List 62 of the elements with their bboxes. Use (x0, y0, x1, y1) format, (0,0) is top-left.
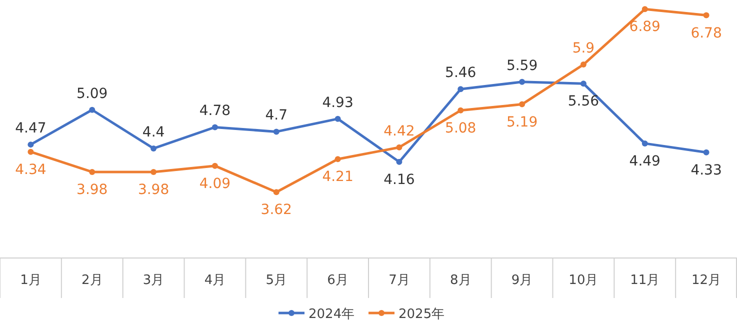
data-label: 4.4 (142, 124, 165, 140)
point (28, 148, 34, 155)
point (334, 116, 341, 122)
data-label: 5.9 (572, 40, 595, 57)
point (212, 162, 218, 169)
x-tick-label: 11月 (630, 273, 660, 288)
data-label: 5.19 (506, 114, 538, 130)
point (642, 140, 648, 146)
point (89, 168, 96, 175)
data-label: 5.46 (445, 65, 476, 82)
x-tick-label: 5月 (266, 273, 288, 288)
data-label: 4.49 (629, 153, 660, 170)
data-label: 6.89 (629, 19, 660, 36)
point (334, 156, 341, 162)
x-tick-label: 1月 (20, 273, 42, 288)
data-label: 5.56 (568, 94, 600, 110)
data-label: 4.33 (690, 162, 722, 178)
x-tick-label: 2月 (81, 273, 103, 288)
data-label: 4.78 (199, 103, 231, 120)
point (396, 158, 402, 165)
point (396, 144, 402, 150)
data-label: 5.08 (445, 120, 476, 136)
data-label: 4.34 (15, 162, 46, 178)
data-label: 4.7 (265, 108, 288, 124)
legend-label: 2025年 (398, 307, 445, 322)
data-label: 4.16 (384, 172, 415, 188)
x-tick-label: 7月 (388, 273, 410, 288)
data-label: 4.09 (199, 176, 231, 192)
x-tick-label: 10月 (568, 273, 598, 288)
x-tick-label: 12月 (692, 273, 722, 288)
point (150, 145, 157, 152)
data-label: 5.59 (506, 58, 538, 74)
point (642, 6, 648, 12)
data-label: 4.21 (322, 169, 354, 186)
point (458, 107, 464, 114)
x-tick-label: 6月 (327, 273, 348, 288)
x-tick-label: 9月 (511, 273, 533, 288)
data-label: 3.98 (138, 182, 170, 198)
data-label: 4.93 (322, 94, 354, 111)
point (580, 62, 586, 68)
point (150, 168, 157, 175)
x-tick-label: 4月 (204, 273, 226, 288)
point (212, 124, 218, 130)
data-label: 3.62 (260, 202, 292, 218)
x-tick-label: 3月 (142, 273, 164, 288)
point (28, 142, 34, 148)
point (273, 128, 280, 135)
point (703, 149, 710, 156)
data-label: 5.09 (76, 86, 108, 102)
data-label: 4.42 (384, 123, 415, 140)
point (273, 189, 280, 196)
point (458, 86, 464, 92)
data-label: 3.98 (76, 182, 108, 198)
legend-label: 2024年 (308, 307, 355, 322)
point (519, 101, 526, 108)
point (519, 78, 526, 85)
data-label: 6.78 (690, 25, 722, 42)
point (580, 80, 586, 87)
data-label: 4.47 (15, 120, 46, 137)
point (703, 12, 710, 18)
point (89, 106, 96, 113)
x-tick-label: 8月 (450, 273, 472, 288)
